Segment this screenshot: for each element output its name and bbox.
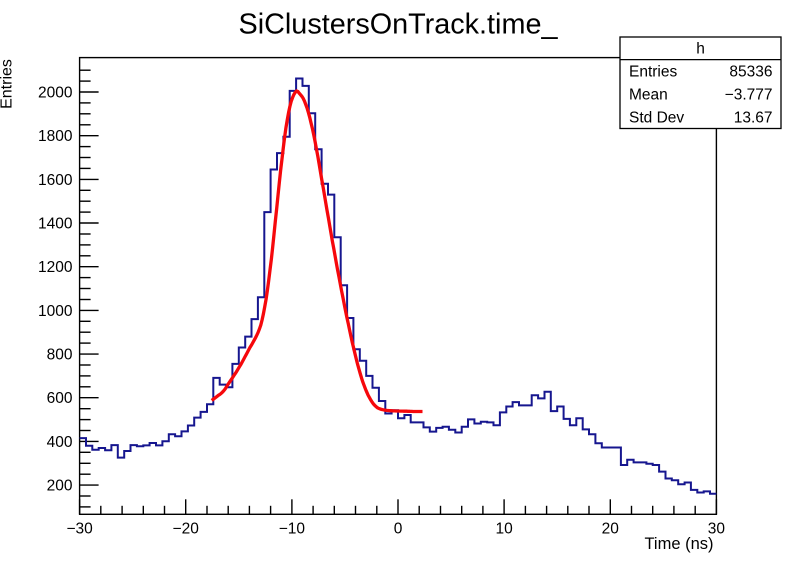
svg-text:20: 20 [602, 521, 620, 538]
svg-text:−10: −10 [279, 521, 306, 538]
svg-text:800: 800 [47, 347, 73, 364]
svg-text:400: 400 [47, 434, 73, 451]
svg-text:1000: 1000 [38, 303, 73, 320]
svg-text:Mean: Mean [629, 87, 668, 104]
svg-text:0: 0 [394, 521, 403, 538]
svg-text:30: 30 [708, 521, 726, 538]
svg-text:200: 200 [47, 478, 73, 495]
svg-text:2000: 2000 [38, 84, 73, 101]
svg-text:1800: 1800 [38, 128, 73, 145]
svg-text:−3.777: −3.777 [725, 87, 773, 104]
svg-text:85336: 85336 [729, 64, 772, 81]
svg-text:Time (ns): Time (ns) [644, 535, 713, 553]
svg-text:Entries: Entries [0, 59, 16, 109]
svg-text:13.67: 13.67 [734, 110, 773, 127]
svg-text:10: 10 [495, 521, 513, 538]
svg-text:1400: 1400 [38, 215, 73, 232]
svg-text:Std Dev: Std Dev [629, 110, 684, 127]
svg-text:1200: 1200 [38, 259, 73, 276]
svg-text:SiClustersOnTrack.time_: SiClustersOnTrack.time_ [239, 9, 559, 41]
svg-text:Entries: Entries [629, 64, 677, 81]
svg-text:600: 600 [47, 390, 73, 407]
svg-text:−30: −30 [66, 521, 93, 538]
svg-text:h: h [696, 41, 705, 58]
svg-text:1600: 1600 [38, 172, 73, 189]
svg-text:−20: −20 [173, 521, 200, 538]
